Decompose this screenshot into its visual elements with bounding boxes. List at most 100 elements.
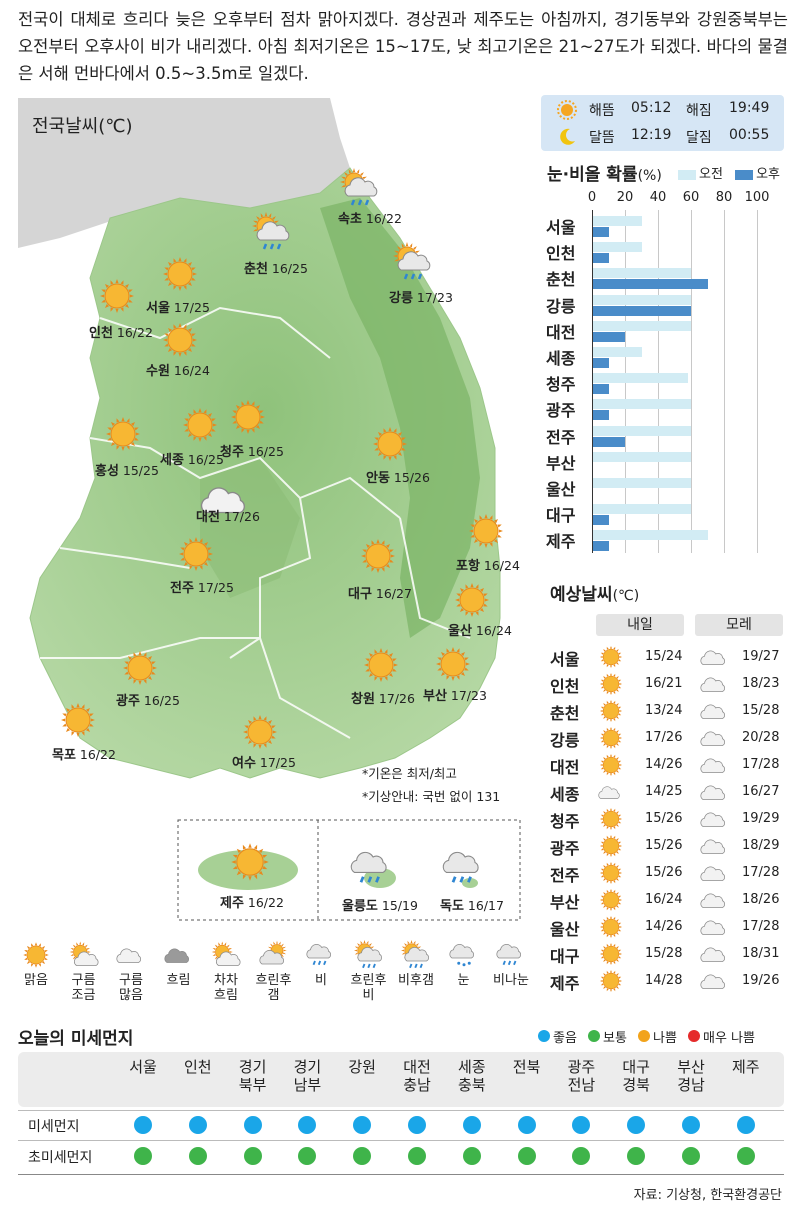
- forecast-tomorrow-temp: 15/26: [645, 865, 683, 880]
- legend-pm-label: 오후: [756, 167, 780, 182]
- sun-icon: [599, 888, 623, 912]
- city-temp: 17/25: [259, 755, 296, 770]
- map-city-label: 속초 16/22: [338, 208, 402, 227]
- cloud-icon: [200, 487, 245, 514]
- rain-axis-tick: 0: [587, 190, 597, 205]
- map-city-label: 여수 17/25: [232, 752, 296, 771]
- forecast-city: 울산: [550, 920, 580, 939]
- map-city-label: 대구 16/27: [348, 583, 412, 602]
- city-name: 울산: [448, 624, 472, 639]
- island-temp: 16/22: [247, 895, 284, 910]
- dust-legend-dot: [538, 1030, 550, 1042]
- pm25-dot: [134, 1147, 152, 1165]
- pm10-dot: [682, 1116, 700, 1134]
- legend-label: 비: [315, 973, 327, 988]
- map-city-label: 창원 17/26: [351, 688, 415, 707]
- legend-label: 흐린후 갬: [255, 973, 292, 1003]
- city-name: 청주: [220, 445, 244, 460]
- rain-city-label: 인천: [546, 244, 576, 264]
- island-temp: 15/19: [381, 898, 418, 913]
- dust-region: 세종 충북: [457, 1058, 486, 1094]
- cloud-icon: [700, 731, 725, 746]
- pm25-dot: [682, 1147, 700, 1165]
- map-city-label: 강릉 17/23: [389, 287, 453, 306]
- cloud-rain-icon: [496, 944, 521, 966]
- cloud-icon: [700, 947, 725, 962]
- forecast-after-temp: 17/28: [742, 919, 780, 934]
- island-label: 독도 16/17: [440, 895, 504, 914]
- city-name: 춘천: [244, 262, 268, 277]
- forecast-tomorrow-temp: 17/26: [645, 730, 683, 745]
- dust-divider: [18, 1110, 784, 1111]
- pm25-dot: [627, 1147, 646, 1165]
- city-temp: 15/26: [393, 470, 430, 485]
- city-temp: 16/25: [247, 444, 284, 459]
- pm25-dot: [188, 1147, 207, 1165]
- rain-city-label: 춘천: [546, 270, 576, 290]
- map-city-label: 서울 17/25: [146, 297, 210, 316]
- city-name: 인천: [89, 326, 113, 341]
- rain-city-label: 대구: [546, 506, 576, 526]
- sun-icon: [599, 915, 623, 939]
- pm25-dot: [243, 1147, 262, 1165]
- rain-city-label: 대전: [546, 322, 576, 342]
- rain-axis-tick: 40: [649, 190, 667, 205]
- cloud-snow-icon: [448, 944, 474, 967]
- forecast-tomorrow-temp: 14/28: [645, 973, 683, 988]
- forecast-after-temp: 18/26: [742, 892, 780, 907]
- forecast-tomorrow-temp: 14/25: [645, 784, 683, 799]
- cloud-icon: [700, 704, 725, 719]
- forecast-tomorrow-temp: 15/24: [645, 649, 683, 664]
- sun-icon: [179, 537, 213, 571]
- pm25-dot: [298, 1147, 317, 1165]
- city-name: 목포: [52, 748, 76, 763]
- legend-am-swatch: [678, 169, 696, 180]
- sun-icon: [243, 715, 277, 749]
- sun-icon: [599, 726, 623, 750]
- dust-region: 광주 전남: [567, 1058, 596, 1094]
- city-name: 창원: [351, 692, 375, 707]
- forecast-title: 예상날씨(℃): [550, 585, 640, 605]
- forecast-tomorrow-temp: 14/26: [645, 757, 683, 772]
- island-label: 울릉도 15/19: [342, 895, 418, 914]
- forecast-city: 서울: [550, 650, 580, 669]
- city-name: 속초: [338, 212, 362, 227]
- rain-bar-pm: [592, 253, 609, 264]
- rain-city-label: 세종: [546, 349, 576, 368]
- note-info: *기상안내: 국번 없이 131: [362, 789, 501, 804]
- city-temp: 17/25: [197, 580, 234, 595]
- rain-axis-tick: 20: [616, 190, 634, 205]
- sun-icon: [599, 807, 623, 831]
- dust-region: 인천: [183, 1058, 212, 1076]
- sun-icon: [557, 100, 577, 120]
- legend-label: 구름 조금: [71, 973, 96, 1003]
- sun-rain-icon: [353, 940, 382, 969]
- sun-icon: [599, 753, 623, 777]
- island-name: 제주: [220, 896, 244, 911]
- dust-legend-dot: [588, 1030, 600, 1042]
- rain-city-label: 강릉: [546, 296, 576, 316]
- city-name: 부산: [423, 689, 447, 704]
- dust-legend-label: 보통: [603, 1031, 627, 1046]
- dust-legend-label: 매우 나쁨: [703, 1031, 755, 1046]
- forecast-after-temp: 17/28: [742, 757, 780, 772]
- city-temp: 16/25: [143, 693, 180, 708]
- forecast-after-temp: 15/28: [742, 703, 780, 718]
- cloud-icon: [700, 812, 725, 827]
- map-city-label: 홍성 15/25: [95, 460, 159, 479]
- legend-pm-swatch: [735, 169, 754, 180]
- sun-icon: [599, 969, 623, 993]
- rain-bar-pm: [592, 227, 609, 237]
- forecast-city: 대전: [550, 758, 580, 777]
- rain-bar-pm: [592, 279, 708, 290]
- cloud-icon: [116, 948, 141, 963]
- rain-bar-pm: [592, 436, 625, 447]
- dark-cloud-icon: [163, 948, 189, 963]
- cloud-icon: [700, 785, 725, 800]
- forecast-tomorrow-temp: 15/28: [645, 946, 683, 961]
- rain-city-label: 광주: [546, 401, 576, 421]
- dust-header-bg: [18, 1052, 784, 1107]
- dust-region: 부산 경남: [677, 1058, 705, 1094]
- city-name: 전주: [170, 581, 194, 596]
- rain-bar-am: [592, 530, 708, 541]
